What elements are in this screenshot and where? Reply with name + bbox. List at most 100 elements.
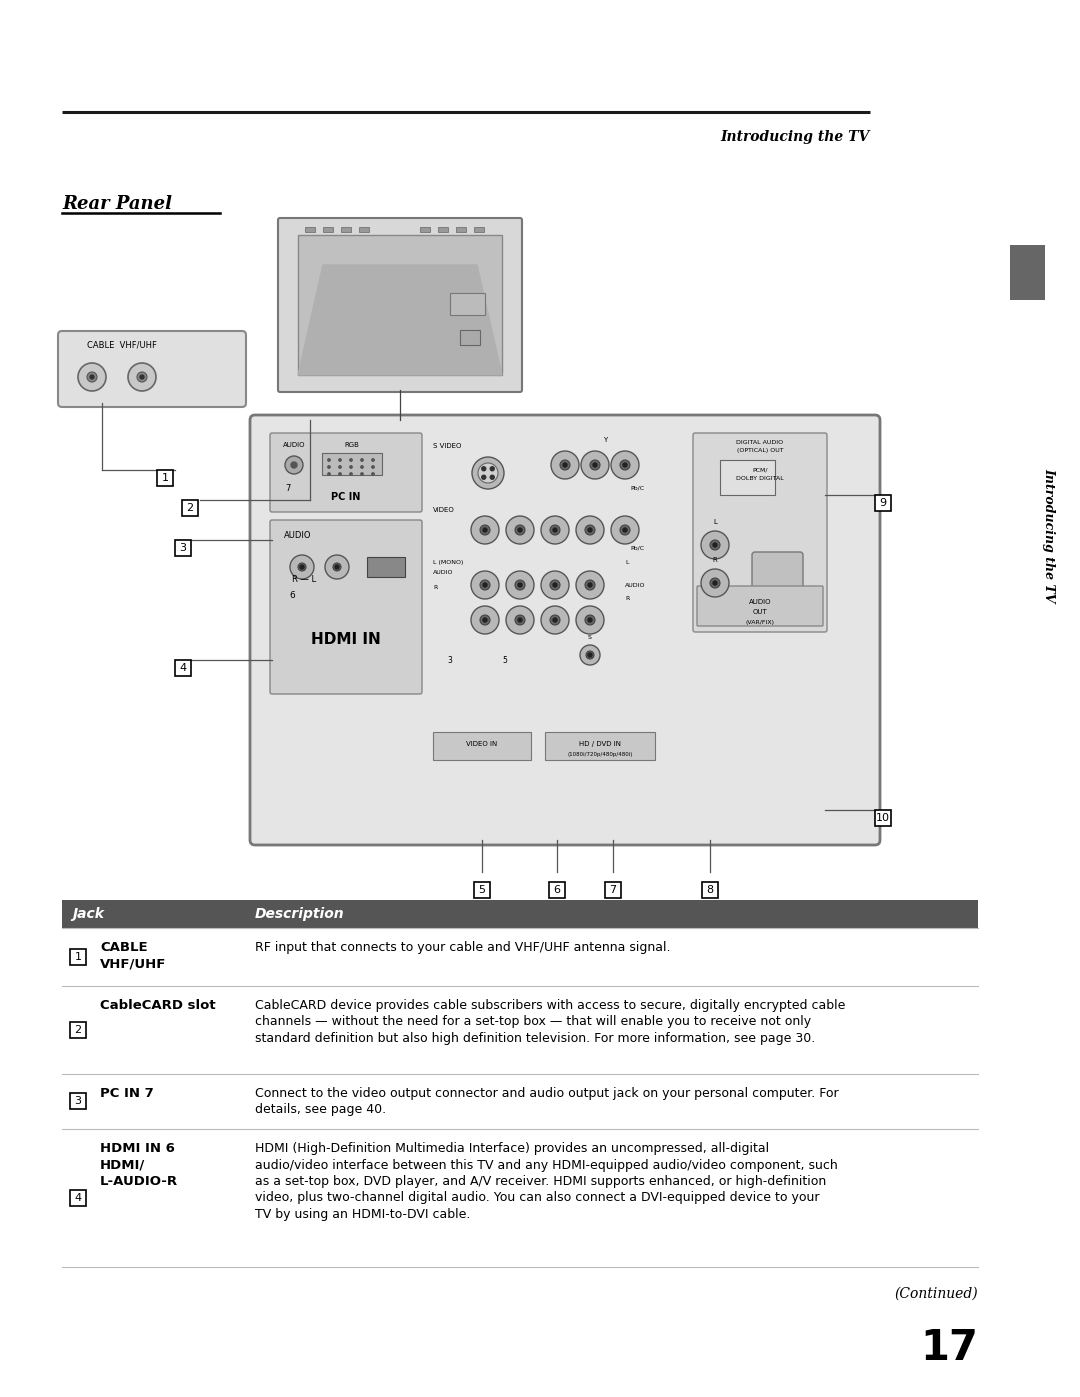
Text: PC IN: PC IN (332, 492, 361, 502)
Text: DIGITAL AUDIO: DIGITAL AUDIO (737, 440, 784, 446)
Text: RGB: RGB (345, 441, 360, 448)
Circle shape (483, 528, 487, 532)
Text: R: R (433, 585, 437, 590)
Text: HDMI (High-Definition Multimedia Interface) provides an uncompressed, all-digita: HDMI (High-Definition Multimedia Interfa… (255, 1141, 769, 1155)
Circle shape (518, 528, 522, 532)
Text: (VAR/FIX): (VAR/FIX) (745, 620, 774, 624)
Text: 8: 8 (706, 886, 714, 895)
Text: (Continued): (Continued) (894, 1287, 978, 1301)
Bar (438, 226, 448, 232)
Text: (OPTICAL) OUT: (OPTICAL) OUT (737, 448, 783, 453)
Bar (474, 226, 484, 232)
Circle shape (563, 462, 567, 467)
Circle shape (361, 472, 363, 475)
Text: CABLE  VHF/UHF: CABLE VHF/UHF (87, 339, 157, 349)
Circle shape (298, 563, 306, 571)
Circle shape (350, 458, 352, 461)
Text: 3: 3 (447, 657, 453, 665)
Circle shape (518, 617, 522, 622)
Circle shape (129, 363, 156, 391)
Circle shape (328, 472, 330, 475)
Text: 2: 2 (75, 1025, 82, 1035)
Text: L: L (713, 520, 717, 525)
Circle shape (350, 465, 352, 468)
Circle shape (350, 472, 352, 475)
Text: 3: 3 (75, 1097, 81, 1106)
Circle shape (586, 651, 594, 659)
Polygon shape (298, 265, 502, 374)
Circle shape (611, 515, 639, 543)
Text: Introducing the TV: Introducing the TV (720, 130, 870, 144)
Text: S: S (589, 636, 592, 640)
Circle shape (325, 555, 349, 578)
Circle shape (490, 467, 495, 471)
Text: TV by using an HDMI-to-DVI cable.: TV by using an HDMI-to-DVI cable. (255, 1208, 471, 1221)
Text: RF input that connects to your cable and VHF/UHF antenna signal.: RF input that connects to your cable and… (255, 942, 671, 954)
Circle shape (588, 652, 592, 657)
Text: AUDIO: AUDIO (284, 531, 311, 541)
Text: CableCARD slot: CableCARD slot (100, 999, 216, 1011)
Circle shape (541, 515, 569, 543)
Circle shape (623, 528, 627, 532)
Bar (450, 293, 485, 314)
Text: HDMI/: HDMI/ (100, 1158, 145, 1172)
Bar (545, 732, 654, 760)
Bar (323, 226, 333, 232)
Circle shape (701, 569, 729, 597)
Circle shape (581, 451, 609, 479)
Bar (549, 882, 565, 898)
Text: R: R (713, 557, 717, 563)
Text: HDMI IN: HDMI IN (311, 631, 381, 647)
Circle shape (471, 515, 499, 543)
Text: channels — without the need for a set-top box — that will enable you to receive : channels — without the need for a set-to… (255, 1016, 811, 1028)
Circle shape (585, 525, 595, 535)
Text: 4: 4 (179, 664, 187, 673)
Text: Pb/C: Pb/C (630, 485, 644, 490)
Bar (70, 1023, 86, 1038)
Circle shape (480, 580, 490, 590)
Text: VIDEO: VIDEO (433, 507, 455, 513)
Bar (702, 882, 718, 898)
Bar (456, 226, 465, 232)
Bar (420, 226, 430, 232)
Text: 7: 7 (609, 886, 617, 895)
Bar (341, 226, 351, 232)
Circle shape (333, 563, 341, 571)
Text: 7: 7 (285, 483, 291, 493)
Circle shape (471, 606, 499, 634)
Bar (875, 495, 891, 511)
Circle shape (553, 528, 557, 532)
Text: Y: Y (603, 437, 607, 443)
Text: Rear Panel: Rear Panel (62, 196, 172, 212)
Circle shape (291, 462, 297, 468)
Circle shape (372, 472, 374, 475)
Circle shape (550, 615, 561, 624)
Circle shape (541, 571, 569, 599)
Circle shape (588, 583, 592, 587)
Bar (605, 882, 621, 898)
Text: PCM/: PCM/ (753, 467, 768, 472)
Text: 6: 6 (554, 886, 561, 895)
Circle shape (710, 578, 720, 588)
Circle shape (480, 525, 490, 535)
Text: AUDIO: AUDIO (625, 583, 646, 588)
Text: HD / DVD IN: HD / DVD IN (579, 740, 621, 747)
Circle shape (588, 617, 592, 622)
Circle shape (339, 465, 341, 468)
Circle shape (576, 515, 604, 543)
Circle shape (291, 555, 314, 578)
Bar (367, 557, 405, 577)
Circle shape (372, 465, 374, 468)
Circle shape (137, 372, 147, 381)
Circle shape (713, 543, 717, 548)
Circle shape (576, 606, 604, 634)
Circle shape (701, 531, 729, 559)
Bar (70, 1092, 86, 1109)
Bar (183, 500, 198, 515)
Circle shape (90, 374, 94, 379)
Text: HDMI IN 6: HDMI IN 6 (100, 1141, 175, 1155)
Text: details, see page 40.: details, see page 40. (255, 1104, 387, 1116)
Circle shape (87, 372, 97, 381)
Text: 6: 6 (289, 591, 295, 599)
Bar (875, 810, 891, 826)
